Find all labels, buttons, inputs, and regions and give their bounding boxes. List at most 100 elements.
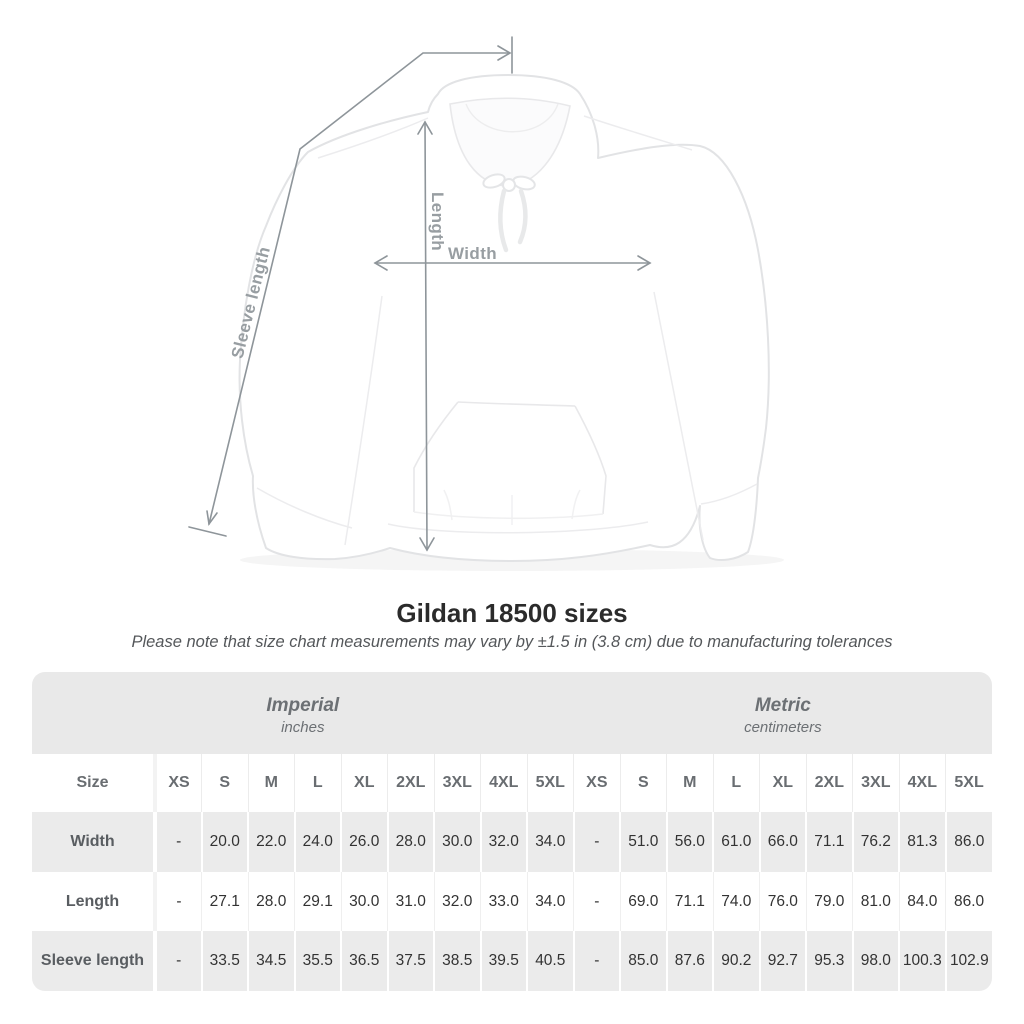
- value-cell: 69.0: [619, 872, 667, 931]
- value-cell: 98.0: [851, 931, 900, 991]
- size-table: Imperial inches Metric centimeters Size …: [32, 672, 992, 991]
- size-header: 4XL: [898, 754, 946, 812]
- table-row-length: Length - 27.1 28.0 29.1 30.0 31.0 32.0 3…: [32, 872, 992, 931]
- width-label: Width: [448, 244, 498, 263]
- size-header: XS: [153, 754, 202, 812]
- value-cell: 76.2: [851, 812, 900, 872]
- size-table-grid: Imperial inches Metric centimeters Size …: [32, 672, 992, 991]
- size-header: M: [666, 754, 714, 812]
- value-cell: 79.0: [805, 872, 853, 931]
- value-cell: 86.0: [945, 872, 992, 931]
- length-label: Length: [428, 192, 447, 252]
- size-header: 5XL: [945, 754, 992, 812]
- value-cell: 84.0: [898, 872, 946, 931]
- imperial-band: Imperial inches: [32, 672, 574, 754]
- value-cell: 34.5: [247, 931, 295, 991]
- value-cell: 51.0: [619, 812, 667, 872]
- value-cell: 61.0: [712, 812, 760, 872]
- value-cell: 76.0: [759, 872, 807, 931]
- value-cell: 71.1: [666, 872, 714, 931]
- size-header: XS: [573, 754, 621, 812]
- value-cell: 90.2: [712, 931, 760, 991]
- value-cell: 32.0: [433, 872, 481, 931]
- metric-subtitle: centimeters: [744, 719, 822, 736]
- value-cell: 33.5: [200, 931, 248, 991]
- value-cell: 87.6: [665, 931, 714, 991]
- value-cell: 86.0: [944, 812, 992, 872]
- size-header: XL: [340, 754, 388, 812]
- size-header: 3XL: [433, 754, 481, 812]
- value-cell: 39.5: [479, 931, 527, 991]
- value-cell: -: [572, 931, 621, 991]
- row-label: Width: [32, 812, 155, 872]
- value-cell: 92.7: [758, 931, 807, 991]
- value-cell: 81.3: [898, 812, 946, 872]
- value-cell: -: [153, 812, 202, 872]
- value-cell: 34.0: [526, 812, 574, 872]
- kangaroo-pocket: [413, 401, 607, 520]
- value-cell: 95.3: [805, 931, 853, 991]
- hoodie-diagram: Length Width Sleeve length: [188, 36, 770, 562]
- value-cell: 37.5: [386, 931, 434, 991]
- size-column-header: Size: [32, 754, 155, 812]
- value-cell: 36.5: [340, 931, 388, 991]
- value-cell: 31.0: [387, 872, 434, 931]
- size-header: 2XL: [387, 754, 434, 812]
- size-header-row: Size XS S M L XL 2XL 3XL 4XL 5XL XS S M …: [32, 754, 992, 812]
- value-cell: -: [573, 872, 621, 931]
- imperial-title: Imperial: [266, 695, 340, 716]
- length-arrow: [417, 120, 435, 552]
- value-cell: 28.0: [247, 872, 295, 931]
- size-header: 2XL: [805, 754, 853, 812]
- value-cell: 66.0: [758, 812, 807, 872]
- metric-title: Metric: [754, 695, 811, 716]
- size-header: L: [294, 754, 341, 812]
- value-cell: 30.0: [433, 812, 481, 872]
- value-cell: 85.0: [619, 931, 667, 991]
- value-cell: 29.1: [294, 872, 341, 931]
- table-row-sleeve-length: Sleeve length - 33.5 34.5 35.5 36.5 37.5…: [32, 931, 992, 991]
- size-header: XL: [759, 754, 807, 812]
- unit-band-row: Imperial inches Metric centimeters: [32, 672, 992, 754]
- value-cell: 81.0: [852, 872, 900, 931]
- value-cell: -: [153, 872, 202, 931]
- value-cell: 40.5: [526, 931, 574, 991]
- value-cell: 102.9: [944, 931, 992, 991]
- value-cell: -: [572, 812, 621, 872]
- size-header: 4XL: [480, 754, 527, 812]
- width-arrow: [373, 255, 652, 271]
- imperial-subtitle: inches: [281, 719, 325, 736]
- value-cell: 26.0: [340, 812, 388, 872]
- sleeve-length-arrow: [188, 36, 513, 537]
- value-cell: 22.0: [247, 812, 295, 872]
- table-row-width: Width - 20.0 22.0 24.0 26.0 28.0 30.0 32…: [32, 812, 992, 872]
- hoodie-seams: [256, 115, 758, 546]
- value-cell: 30.0: [340, 872, 388, 931]
- metric-band: Metric centimeters: [573, 672, 992, 754]
- hoodie-illustration: [188, 36, 770, 562]
- row-label: Sleeve length: [32, 931, 155, 991]
- value-cell: 100.3: [898, 931, 946, 991]
- row-label: Length: [32, 872, 155, 931]
- size-header: S: [619, 754, 667, 812]
- value-cell: -: [153, 931, 202, 991]
- size-header: M: [247, 754, 295, 812]
- value-cell: 74.0: [712, 872, 760, 931]
- value-cell: 33.0: [480, 872, 527, 931]
- size-header: L: [712, 754, 760, 812]
- value-cell: 35.5: [293, 931, 341, 991]
- tolerance-note: Please note that size chart measurements…: [131, 633, 893, 651]
- size-header: 5XL: [526, 754, 574, 812]
- value-cell: 56.0: [665, 812, 714, 872]
- value-cell: 38.5: [433, 931, 481, 991]
- value-cell: 71.1: [805, 812, 853, 872]
- value-cell: 28.0: [386, 812, 434, 872]
- value-cell: 20.0: [200, 812, 248, 872]
- drawstring: [482, 173, 536, 253]
- page-title: Gildan 18500 sizes: [396, 598, 628, 628]
- value-cell: 27.1: [201, 872, 248, 931]
- value-cell: 34.0: [526, 872, 574, 931]
- value-cell: 24.0: [293, 812, 341, 872]
- size-header: 3XL: [852, 754, 900, 812]
